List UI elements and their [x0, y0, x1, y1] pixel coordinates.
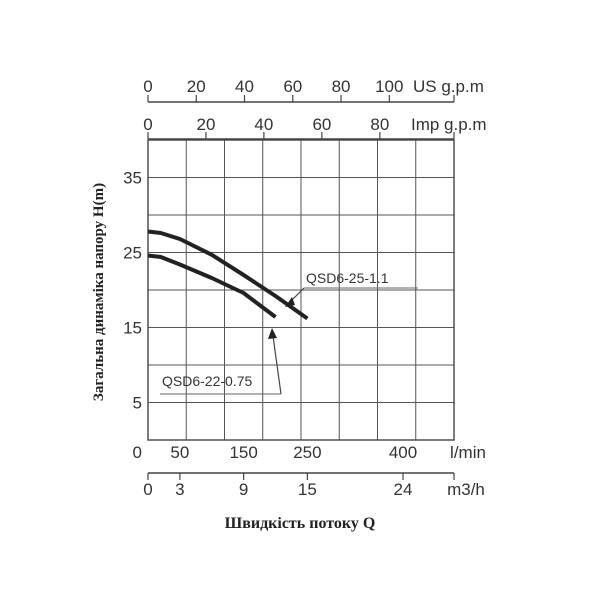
x-tick-label-impgpm: 0 [143, 115, 152, 134]
x-tick-label-lmin: 400 [389, 443, 417, 462]
x-tick-label-impgpm: 20 [196, 115, 215, 134]
x-unit-m3h: m3/h [447, 480, 485, 499]
x-unit-usgpm: US g.p.m [413, 77, 484, 96]
x-tick-label-impgpm: 40 [254, 115, 273, 134]
y-tick-label: 15 [123, 319, 142, 338]
annotation-leader-qsd6-22 [272, 335, 282, 395]
x-tick-label-lmin: 50 [170, 443, 189, 462]
x-axis-title: Швидкість потоку Q [225, 515, 376, 532]
series-line-qsd6-22-0-75 [147, 253, 277, 319]
annotation-arrowhead-qsd6-22 [268, 328, 277, 339]
axes [147, 95, 455, 480]
x-tick-label-usgpm: 20 [187, 77, 206, 96]
grid [147, 139, 455, 441]
x-tick-label-usgpm: 40 [235, 77, 254, 96]
x-tick-label-m3h: 3 [175, 480, 184, 499]
plot-frame [147, 139, 455, 441]
x-tick-label-impgpm: 60 [312, 115, 331, 134]
x-tick-label-lmin: 150 [229, 443, 257, 462]
y-tick-label: 25 [123, 244, 142, 263]
x-tick-label-usgpm: 0 [143, 77, 152, 96]
annotation-arrowhead-qsd6-25 [285, 297, 295, 307]
y-axis-title: Загальна динаміка напору H(m) [91, 183, 107, 401]
x-tick-label-m3h: 24 [394, 480, 413, 499]
x-tick-label-usgpm: 100 [375, 77, 403, 96]
x-tick-label-m3h: 0 [143, 480, 152, 499]
y-tick-label: 35 [123, 169, 142, 188]
x-tick-label-m3h: 15 [298, 480, 317, 499]
y-tick-label: 5 [133, 394, 142, 413]
x-tick-label-impgpm: 80 [370, 115, 389, 134]
x-unit-impgpm: Imp g.p.m [411, 115, 487, 134]
annotation-label-qsd6-25: QSD6-25-1.1 [306, 270, 389, 286]
x-tick-label-lmin: 250 [293, 443, 321, 462]
series-line-qsd6-25-1-1 [147, 229, 309, 321]
x-tick-label-usgpm: 80 [332, 77, 351, 96]
x-tick-label-m3h: 9 [239, 480, 248, 499]
annotation-label-qsd6-22: QSD6-22-0.75 [162, 373, 252, 389]
x-unit-lmin: l/min [450, 443, 486, 462]
x-tick-label-usgpm: 60 [283, 77, 302, 96]
series-layer [147, 229, 309, 321]
y-zero-label: 0 [133, 443, 142, 462]
